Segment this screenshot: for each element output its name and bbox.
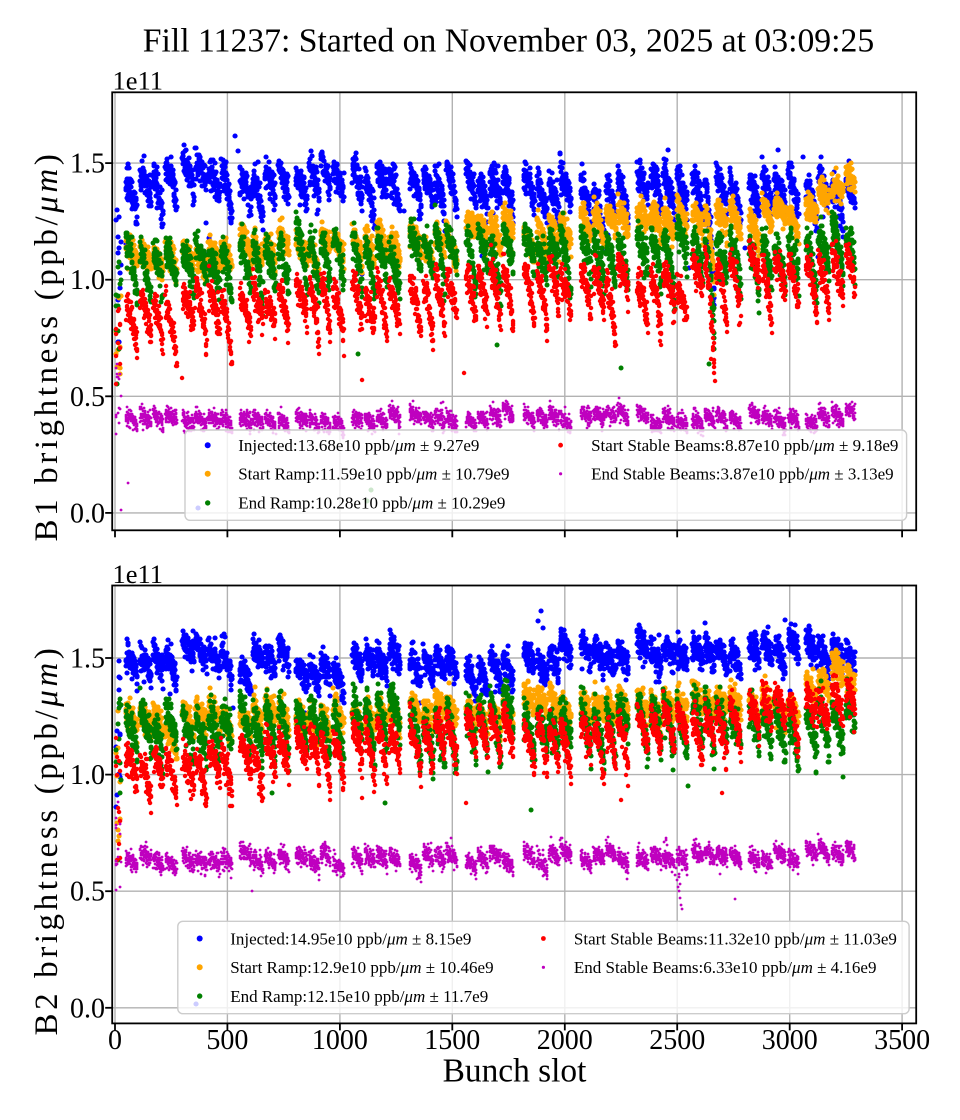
svg-text:1.5: 1.5 [70, 644, 105, 675]
svg-text:0.5: 0.5 [70, 382, 105, 413]
svg-text:Start Stable Beams:11.32e10 pp: Start Stable Beams:11.32e10 ppb/μm ± 11.… [574, 929, 897, 948]
svg-text:End Stable Beams:6.33e10 ppb/μ: End Stable Beams:6.33e10 ppb/μm ± 4.16e9 [574, 958, 877, 977]
svg-text:0.0: 0.0 [70, 498, 105, 529]
svg-text:1e11: 1e11 [113, 559, 164, 589]
svg-text:0: 0 [108, 1025, 122, 1056]
svg-text:Fill 11237: Started on Novembe: Fill 11237: Started on November 03, 2025… [143, 22, 874, 59]
svg-text:B1 brightness (ppb/μm): B1 brightness (ppb/μm) [29, 151, 65, 542]
svg-text:1000: 1000 [312, 1025, 368, 1056]
svg-text:2000: 2000 [537, 1025, 593, 1056]
svg-text:0.5: 0.5 [70, 877, 105, 908]
svg-text:1.0: 1.0 [70, 265, 105, 296]
svg-text:Start Stable Beams:8.87e10 ppb: Start Stable Beams:8.87e10 ppb/μm ± 9.18… [591, 436, 898, 455]
svg-text:Bunch slot: Bunch slot [443, 1053, 587, 1090]
svg-text:3000: 3000 [762, 1025, 818, 1056]
svg-text:End Ramp:12.15e10 ppb/μm ± 11.: End Ramp:12.15e10 ppb/μm ± 11.7e9 [230, 987, 488, 1006]
svg-text:3500: 3500 [874, 1025, 930, 1056]
svg-text:End Ramp:10.28e10 ppb/μm ± 10.: End Ramp:10.28e10 ppb/μm ± 10.29e9 [238, 494, 505, 513]
svg-text:1500: 1500 [424, 1025, 480, 1056]
svg-text:0.0: 0.0 [70, 993, 105, 1024]
svg-text:End Stable Beams:3.87e10 ppb/μ: End Stable Beams:3.87e10 ppb/μm ± 3.13e9 [591, 465, 894, 484]
svg-text:500: 500 [206, 1025, 248, 1056]
svg-text:2500: 2500 [649, 1025, 705, 1056]
svg-text:1.0: 1.0 [70, 760, 105, 791]
svg-text:Injected:13.68e10 ppb/μm ± 9.2: Injected:13.68e10 ppb/μm ± 9.27e9 [238, 436, 479, 455]
svg-text:1.5: 1.5 [70, 149, 105, 180]
svg-text:B2 brightness (ppb/μm): B2 brightness (ppb/μm) [29, 645, 65, 1036]
svg-text:Start Ramp:11.59e10 ppb/μm ± 1: Start Ramp:11.59e10 ppb/μm ± 10.79e9 [238, 465, 509, 484]
svg-text:Injected:14.95e10 ppb/μm ± 8.1: Injected:14.95e10 ppb/μm ± 8.15e9 [230, 929, 471, 948]
svg-text:Start Ramp:12.9e10 ppb/μm ± 10: Start Ramp:12.9e10 ppb/μm ± 10.46e9 [230, 958, 493, 977]
svg-text:1e11: 1e11 [113, 66, 164, 96]
